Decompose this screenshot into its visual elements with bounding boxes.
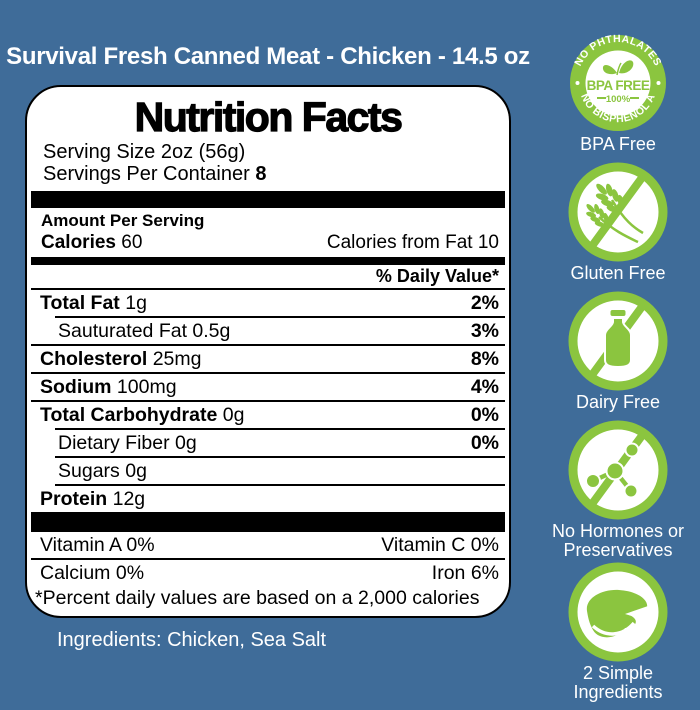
divider <box>31 400 505 402</box>
meat-cut-icon <box>568 562 668 662</box>
badge-label: 2 Simple Ingredients <box>573 663 663 702</box>
nutrition-facts-panel: Nutrition Facts Serving Size 2oz (56g) S… <box>25 85 511 618</box>
divider <box>31 372 505 374</box>
nutrient-name: Total Fat <box>40 292 120 314</box>
badge-no-hormones: No Hormones or Preservatives <box>540 420 696 560</box>
calories-from-fat: Calories from Fat 10 <box>326 232 499 253</box>
divider <box>55 428 505 430</box>
milk-bottle-icon <box>604 310 632 369</box>
product-title: Survival Fresh Canned Meat - Chicken - 1… <box>6 43 530 70</box>
leaf-icon <box>602 60 634 76</box>
nutrient-dv: 8% <box>470 348 499 370</box>
badge-column: NO PHTHALATES NO BISPHENOL A BPA FREE 10… <box>540 33 696 710</box>
nutrient-dv: 0% <box>470 432 499 454</box>
divider <box>55 456 505 458</box>
divider <box>55 316 505 318</box>
divider <box>55 484 505 486</box>
nutrient-name: Cholesterol <box>40 348 148 370</box>
nutrient-row-total-fat: Total Fat 1g 2% <box>27 290 509 316</box>
nutrition-facts-heading: Nutrition Facts <box>134 93 403 140</box>
bpa-free-stamp-icon: NO PHTHALATES NO BISPHENOL A BPA FREE 10… <box>570 33 666 131</box>
nutrient-name: Sodium <box>40 376 112 398</box>
nutrient-row-total-carbohydrate: Total Carbohydrate 0g 0% <box>27 402 509 428</box>
nutrient-row-protein: Protein 12g <box>27 486 509 512</box>
badge-label: BPA Free <box>580 134 656 154</box>
nutrient-dv: 3% <box>470 320 499 342</box>
thick-divider-calories <box>31 257 505 265</box>
amount-per-serving-label: Amount Per Serving <box>41 211 205 230</box>
bpa-percent-text: 100% <box>606 94 631 105</box>
nutrient-row-cholesterol: Cholesterol 25mg 8% <box>27 346 509 372</box>
calories-row: Calories 60 Calories from Fat 10 <box>27 231 509 255</box>
iron: Iron 6% <box>431 562 499 584</box>
wheat-icon <box>580 176 644 244</box>
calories-label: Calories <box>41 232 116 253</box>
nutrient-row-sugars: Sugars 0g <box>27 458 509 484</box>
milk-bottle-crossed-icon <box>568 291 668 391</box>
servings-value: 8 <box>255 162 267 185</box>
divider <box>31 344 505 346</box>
calories-value: 60 <box>121 232 143 253</box>
nutrient-amount: 1g <box>125 292 147 314</box>
badge-label: No Hormones or Preservatives <box>551 521 685 560</box>
nutrient-row-saturated-fat: Sauturated Fat 0.5g 3% <box>27 318 509 344</box>
vitamin-c: Vitamin C 0% <box>381 534 499 556</box>
badge-gluten-free: Gluten Free <box>568 162 668 283</box>
daily-value-footnote: *Percent daily values are based on a 2,0… <box>35 587 480 616</box>
badge-label: Gluten Free <box>570 263 666 283</box>
nutrient-dv: 2% <box>470 292 499 314</box>
bpa-free-center-text: BPA FREE <box>587 78 650 93</box>
ingredients-line: Ingredients: Chicken, Sea Salt <box>57 629 327 651</box>
nutrient-row-dietary-fiber: Dietary Fiber 0g 0% <box>27 430 509 456</box>
vitamin-row-2: Calcium 0% Iron 6% <box>27 560 509 586</box>
calcium: Calcium 0% <box>40 562 145 584</box>
molecule-icon <box>585 442 640 499</box>
nutrient-row-sodium: Sodium 100mg 4% <box>27 374 509 400</box>
nutrient-amount: 0g <box>222 404 245 426</box>
nutrient-name: Protein <box>40 488 108 510</box>
meat-icon <box>586 589 648 638</box>
nutrient-amount: 100mg <box>116 376 177 398</box>
vitamin-a: Vitamin A 0% <box>40 534 155 556</box>
nutrient-amount: 0.5g <box>192 320 231 342</box>
thick-divider-top <box>31 191 505 208</box>
nutrient-amount: 0g <box>125 460 147 482</box>
badge-simple-ingredients: 2 Simple Ingredients <box>540 562 696 702</box>
servings-per-container-line: Servings Per Container 8 <box>43 162 509 186</box>
badge-bpa-free: NO PHTHALATES NO BISPHENOL A BPA FREE 10… <box>568 33 668 154</box>
daily-value-header: % Daily Value* <box>31 265 505 290</box>
divider <box>31 558 505 560</box>
nutrient-amount: 25mg <box>152 348 202 370</box>
serving-info: Serving Size 2oz (56g) Servings Per Cont… <box>27 141 509 186</box>
badge-label: Dairy Free <box>575 392 660 412</box>
nutrient-amount: 12g <box>112 488 146 510</box>
nutrient-name: Total Carbohydrate <box>40 404 218 426</box>
calories-cell: Calories 60 <box>41 231 142 255</box>
nutrient-name: Sauturated Fat <box>58 320 187 342</box>
badge-dairy-free: Dairy Free <box>568 291 668 412</box>
servings-label: Servings Per Container <box>43 162 250 185</box>
nutrient-amount: 0g <box>175 432 197 454</box>
serving-size-line: Serving Size 2oz (56g) <box>43 141 246 163</box>
nutrient-name: Sugars <box>58 460 120 482</box>
wheat-crossed-icon <box>568 162 668 262</box>
nutrient-name: Dietary Fiber <box>58 432 170 454</box>
vitamin-row-1: Vitamin A 0% Vitamin C 0% <box>27 532 509 558</box>
nutrient-dv: 4% <box>470 376 499 398</box>
molecule-crossed-icon <box>568 420 668 520</box>
thick-divider-bottom <box>31 512 505 532</box>
nutrient-dv: 0% <box>470 404 499 426</box>
slash-icon <box>588 175 645 250</box>
